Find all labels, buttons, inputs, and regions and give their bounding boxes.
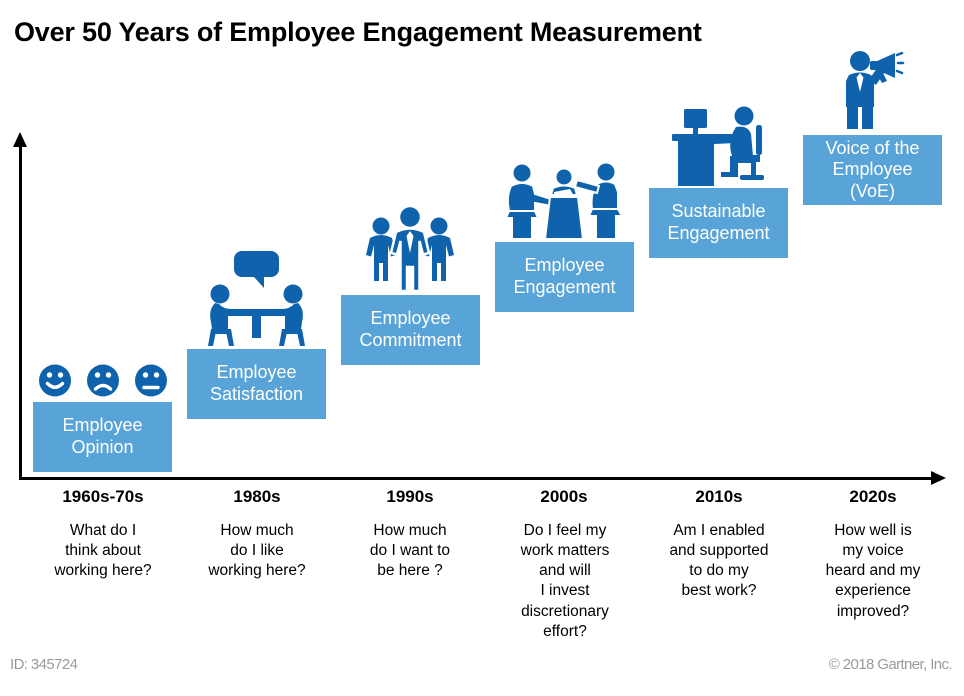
question-2010s: Am I enabled and supported to do my best… — [669, 522, 769, 600]
vertical-axis-line — [19, 146, 22, 479]
id-label: ID: 345724 — [10, 656, 78, 673]
question-2000s: Do I feel my work matters and will I inv… — [520, 522, 610, 640]
meeting-icon — [502, 159, 626, 245]
axis-up-arrowhead-icon — [13, 132, 27, 147]
era-label-2000s: 2000s — [540, 487, 588, 506]
question-2020s: How well is my voice heard and my experi… — [825, 522, 921, 620]
era-label-2010s: 2010s — [695, 487, 743, 506]
copyright-label: © 2018 Gartner, Inc. — [828, 656, 953, 673]
faces-icon — [38, 363, 168, 403]
question-1990s: How much do I want to be here ? — [369, 522, 451, 580]
era-label-1990s: 1990s — [386, 487, 434, 506]
desk-worker-icon — [670, 104, 766, 191]
question-1960s-70s: What do I think about working here? — [54, 522, 152, 580]
step-box-employee-opinion: Employee Opinion — [33, 402, 172, 472]
era-label-1980s: 1980s — [233, 487, 281, 506]
standing-group-icon — [363, 204, 457, 298]
step-box-voice-of-employee: Voice of the Employee (VoE) — [803, 135, 942, 205]
horizontal-axis-line — [19, 477, 933, 480]
era-label-1960s-70s: 1960s-70s — [62, 487, 144, 506]
era-label-2020s: 2020s — [849, 487, 897, 506]
page-title: Over 50 Years of Employee Engagement Mea… — [14, 17, 702, 47]
conversation-table-icon — [208, 250, 305, 353]
step-box-employee-commitment: Employee Commitment — [341, 295, 480, 365]
step-box-sustainable-engagement: Sustainable Engagement — [649, 188, 788, 258]
question-1980s: How much do I like working here? — [208, 522, 306, 580]
axis-right-arrowhead-icon — [931, 471, 946, 485]
megaphone-person-icon — [839, 50, 905, 138]
step-box-employee-engagement: Employee Engagement — [495, 242, 634, 312]
step-box-employee-satisfaction: Employee Satisfaction — [187, 349, 326, 419]
